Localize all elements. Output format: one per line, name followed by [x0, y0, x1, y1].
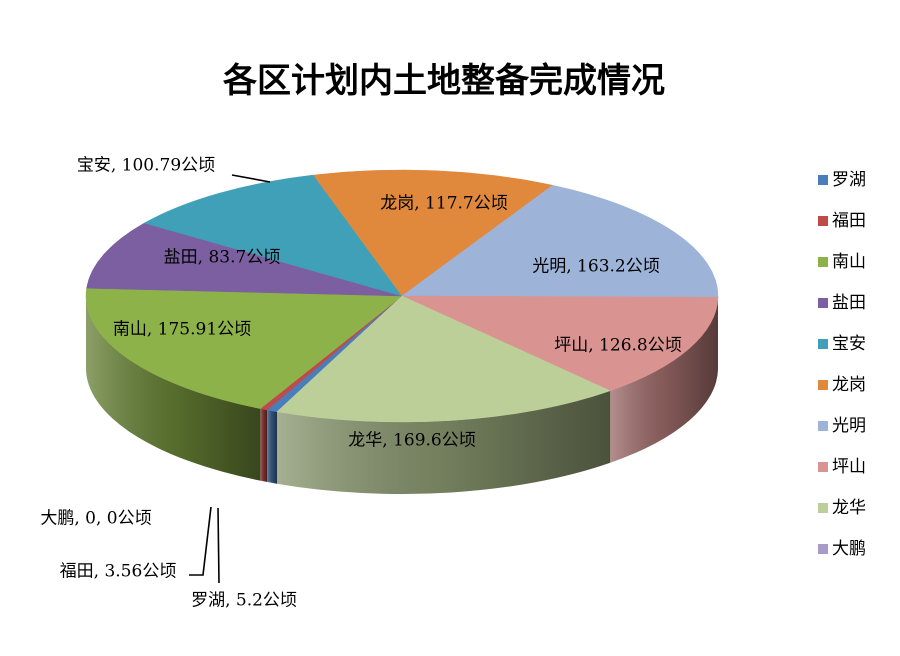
pie-side-shade-南山 [86, 296, 261, 481]
legend-swatch-龙岗 [818, 380, 828, 390]
legend-swatch-南山 [818, 257, 828, 267]
data-label-宝安: 宝安, 100.79公顷 [77, 156, 215, 176]
legend-label-福田: 福田 [832, 211, 866, 231]
data-label-龙岗: 龙岗, 117.7公顷 [380, 194, 507, 214]
pie-side-shade-坪山 [610, 297, 718, 463]
chart-title: 各区计划内土地整备完成情况 [223, 61, 665, 101]
data-label-南山: 南山, 175.91公顷 [113, 320, 251, 340]
legend-label-光明: 光明 [832, 416, 866, 436]
legend-label-宝安: 宝安 [832, 334, 866, 354]
legend-swatch-盐田 [818, 298, 828, 308]
legend-swatch-龙华 [818, 503, 828, 513]
data-label-龙华: 龙华, 169.6公顷 [348, 431, 475, 451]
data-label-盐田: 盐田, 83.7公顷 [164, 248, 281, 268]
data-label-罗湖: 罗湖, 5.2公顷 [191, 591, 297, 611]
legend-label-坪山: 坪山 [832, 457, 866, 477]
pie-side-shade-福田 [260, 408, 268, 482]
pie-side-shade-罗湖 [267, 409, 278, 484]
data-label-坪山: 坪山, 126.8公顷 [554, 336, 681, 356]
legend-label-盐田: 盐田 [832, 293, 866, 313]
data-label-大鹏: 大鹏, 0, 0公顷 [40, 509, 151, 529]
pie-slice-宝安 [143, 174, 403, 297]
legend-swatch-宝安 [818, 339, 828, 349]
pie-side-shade-龙华 [277, 390, 611, 494]
pie-slice-龙华 [276, 295, 611, 423]
data-label-光明: 光明, 163.2公顷 [532, 257, 659, 277]
pie-slice-坪山 [401, 295, 719, 392]
legend-swatch-罗湖 [818, 175, 828, 185]
legend-swatch-福田 [818, 216, 828, 226]
legend-label-龙岗: 龙岗 [832, 375, 866, 395]
pie-slice-光明 [401, 184, 719, 298]
data-label-福田: 福田, 3.56公顷 [60, 562, 177, 582]
leader-line-罗湖 [217, 507, 220, 584]
legend-swatch-坪山 [818, 462, 828, 472]
legend-label-大鹏: 大鹏 [832, 539, 866, 559]
pie-slice-龙岗 [312, 169, 554, 297]
leader-line-福田 [189, 506, 212, 576]
legend-label-南山: 南山 [832, 252, 866, 272]
legend-swatch-光明 [818, 421, 828, 431]
pie-slice-南山 [85, 287, 403, 409]
pie-slice-盐田 [86, 222, 403, 297]
legend-swatch-大鹏 [818, 544, 828, 554]
pie-sides [86, 296, 718, 494]
pie-tops [85, 169, 719, 423]
legend-label-龙华: 龙华 [832, 498, 866, 518]
legend-label-罗湖: 罗湖 [832, 170, 866, 190]
leader-line-宝安 [231, 174, 271, 183]
